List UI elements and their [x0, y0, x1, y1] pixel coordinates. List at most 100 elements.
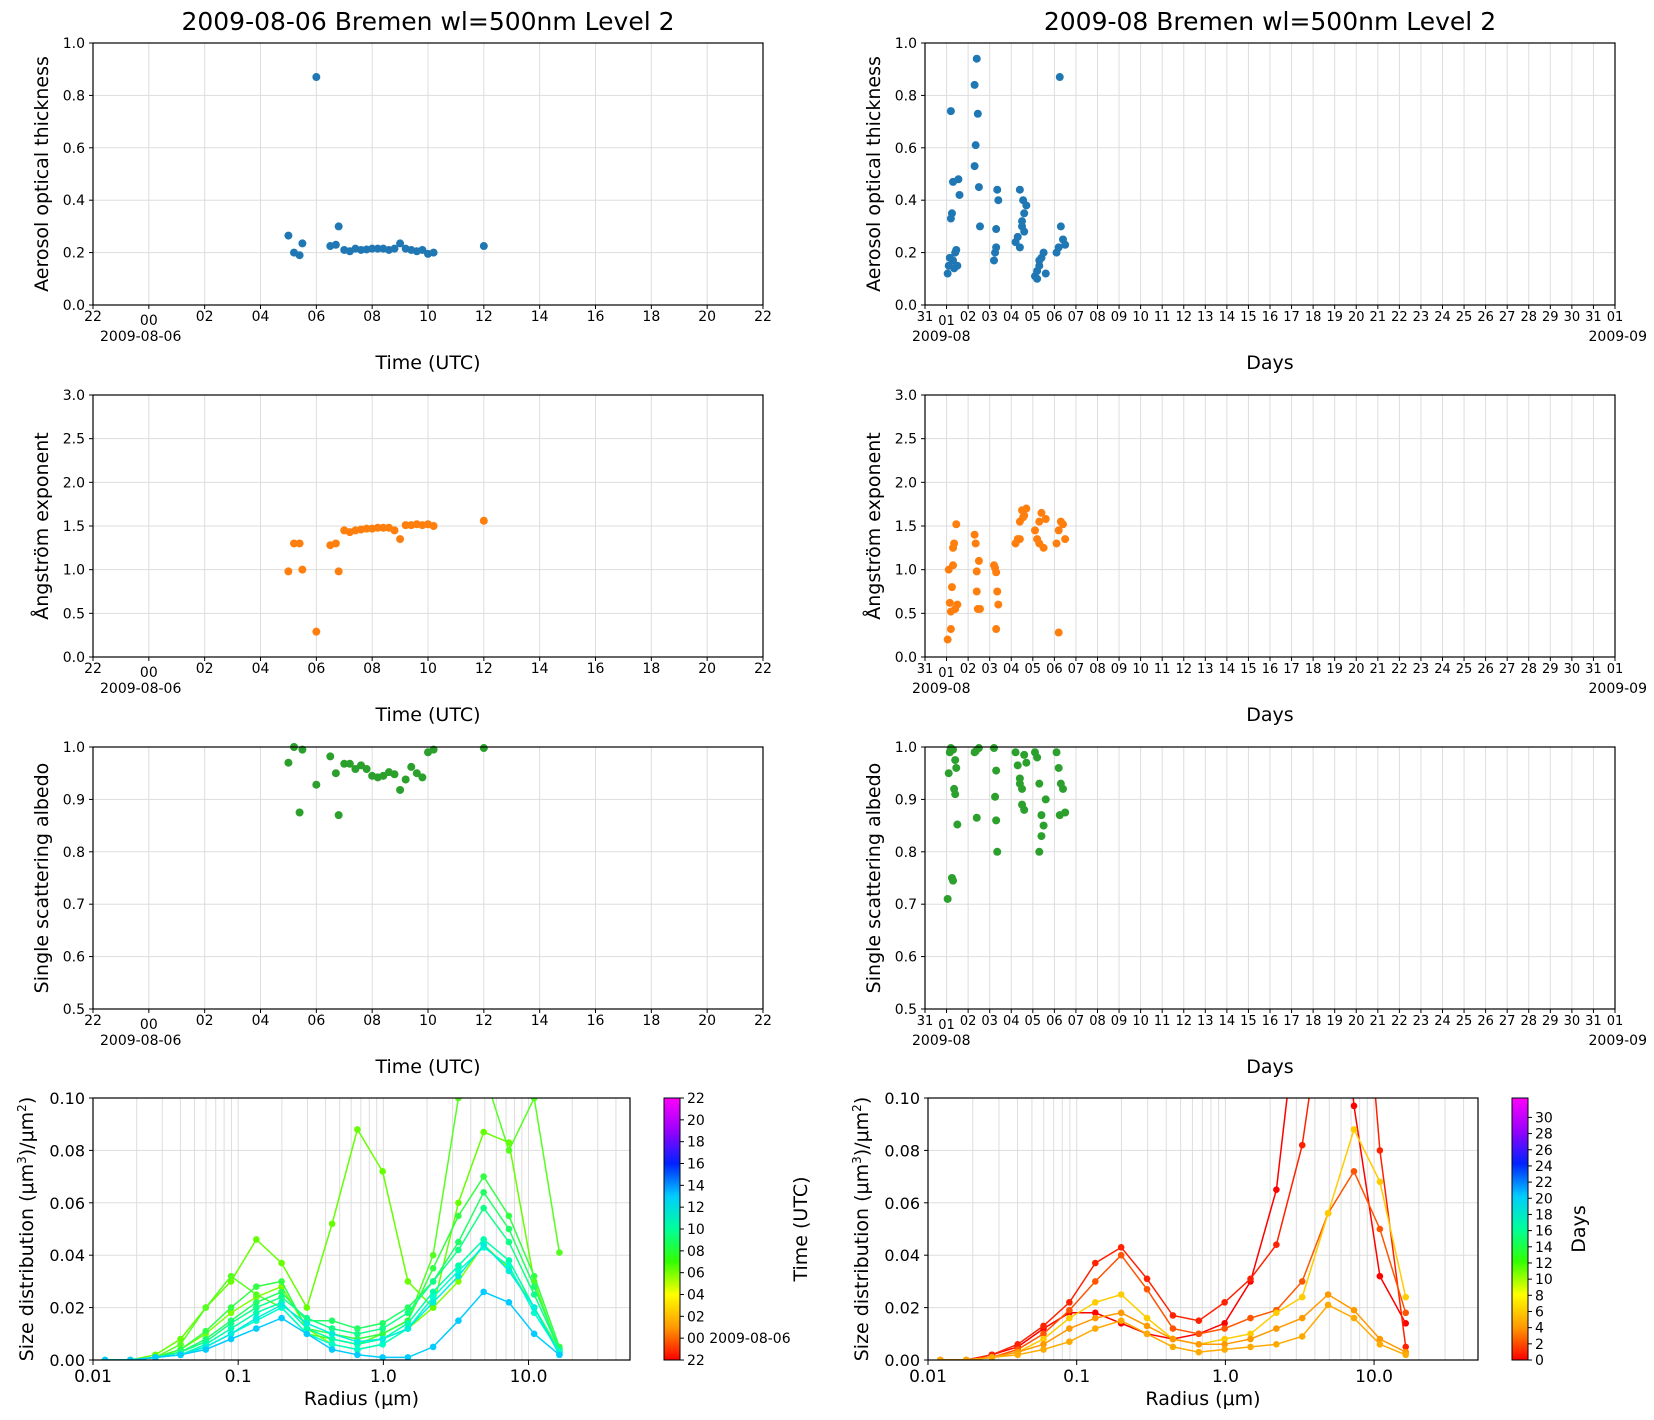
y-tick-label: 0.5 — [895, 1002, 917, 1018]
data-point — [945, 598, 954, 607]
series-point — [1066, 1325, 1073, 1332]
x-tick-label: 21 — [1370, 1014, 1387, 1029]
x-tick-label: 05 — [1025, 310, 1042, 325]
data-point — [993, 587, 1002, 596]
series-point — [278, 1314, 285, 1322]
series-point — [227, 1330, 235, 1338]
data-point — [970, 80, 979, 89]
grid-lines — [924, 746, 1616, 1010]
data-points — [943, 504, 1070, 644]
series-point — [1247, 1314, 1254, 1322]
x-tick-label: 20 — [698, 661, 716, 677]
y-tick-label: 0.02 — [884, 1299, 920, 1318]
series-point — [1247, 1343, 1254, 1351]
data-point — [1033, 753, 1042, 762]
series — [937, 1168, 1410, 1360]
series-point — [354, 1330, 361, 1338]
series-point — [1221, 1299, 1228, 1306]
y-axis-label-part: Size distribution (μm — [851, 1164, 873, 1361]
x-tick-label: 25 — [1456, 310, 1473, 325]
y-tick-label: 0.8 — [895, 845, 917, 861]
x-axis-label: Time (UTC) — [374, 704, 480, 726]
data-point — [334, 222, 343, 231]
x-tick-label: 31 — [917, 310, 934, 325]
y-tick-label: 1.5 — [895, 519, 917, 535]
series-point — [556, 1249, 563, 1256]
data-point — [1037, 508, 1046, 517]
data-point — [368, 244, 377, 253]
x-tick-label: 18 — [1305, 662, 1322, 677]
series-point — [1298, 1314, 1306, 1322]
x-tick-label: 06 — [307, 1013, 325, 1029]
y-tick-label: 0.6 — [63, 141, 85, 157]
series-point — [404, 1278, 412, 1285]
data-point — [1019, 196, 1028, 205]
x-tick-label: 01 — [938, 1018, 955, 1033]
series-point — [455, 1267, 462, 1275]
series-point — [127, 1356, 134, 1360]
series-point — [1221, 1320, 1228, 1327]
x-tick-label: 17 — [1283, 310, 1300, 325]
colorbar-tick-label: 16 — [1535, 1224, 1553, 1240]
colorbar-tick-label: 6 — [1535, 1304, 1544, 1320]
series-point — [1402, 1343, 1410, 1351]
data-point — [1020, 227, 1029, 236]
series-point — [379, 1320, 386, 1327]
x-tick-label: 31 — [1585, 1014, 1602, 1029]
series-point — [1273, 1186, 1280, 1193]
y-tick-label: 0.08 — [884, 1141, 920, 1160]
data-point — [1059, 520, 1067, 529]
x-tick-label: 20 — [698, 1013, 716, 1029]
y-tick-label: 0.0 — [895, 650, 917, 666]
series-point — [253, 1283, 260, 1290]
x-tick-label: 23 — [1413, 662, 1430, 677]
series-lines — [937, 1098, 1410, 1360]
y-axis-label-part: Size distribution (μm — [16, 1164, 38, 1361]
data-point — [1055, 73, 1064, 82]
data-point — [1015, 185, 1024, 194]
y-axis-label-part: )/μm — [16, 1112, 38, 1156]
data-points — [284, 516, 488, 636]
series-point — [253, 1314, 260, 1322]
x-tick-label: 04 — [1003, 662, 1020, 677]
data-point — [396, 239, 405, 248]
x-axis-label: Days — [1246, 704, 1293, 726]
series-point — [1350, 1102, 1358, 1110]
data-point — [312, 627, 321, 636]
x-tick-label: 22 — [1391, 1014, 1408, 1029]
x-tick-label: 10 — [1132, 662, 1149, 677]
series-point — [1169, 1325, 1177, 1332]
series-point — [1247, 1275, 1254, 1283]
x-tick-label: 20 — [1348, 310, 1365, 325]
series-point — [1298, 1293, 1306, 1301]
data-point — [390, 526, 399, 535]
data-point — [947, 583, 956, 592]
data-point — [1018, 217, 1027, 226]
data-point — [298, 745, 307, 754]
y-tick-label: 0.8 — [63, 88, 85, 104]
y-tick-label: 0.5 — [63, 606, 85, 622]
colorbar-tick-label: 2 — [1535, 1337, 1544, 1353]
x-tick-label: 12 — [1175, 1014, 1192, 1029]
colorbar-tick-label: 12 — [1535, 1256, 1553, 1272]
x-tick-label: 0.01 — [74, 1367, 112, 1387]
data-point — [1055, 811, 1064, 820]
x-tick-label: 31 — [1585, 662, 1602, 677]
series-point — [1169, 1312, 1177, 1319]
series-point — [505, 1267, 513, 1275]
colorbar-tick-label: 10 — [687, 1222, 705, 1238]
x-axis-label: Time (UTC) — [374, 352, 480, 374]
data-point — [331, 539, 340, 548]
x-tick-label: 22 — [1391, 310, 1408, 325]
series-point — [354, 1325, 361, 1332]
data-point — [950, 539, 959, 548]
series-point — [328, 1317, 336, 1324]
x-tick-label: 08 — [363, 309, 381, 325]
data-point — [1020, 750, 1029, 759]
data-point — [312, 73, 321, 82]
data-point — [396, 785, 405, 794]
series-point — [1091, 1278, 1099, 1285]
data-point — [479, 744, 488, 753]
x-tick-label: 02 — [960, 310, 977, 325]
series-point — [1402, 1293, 1410, 1301]
